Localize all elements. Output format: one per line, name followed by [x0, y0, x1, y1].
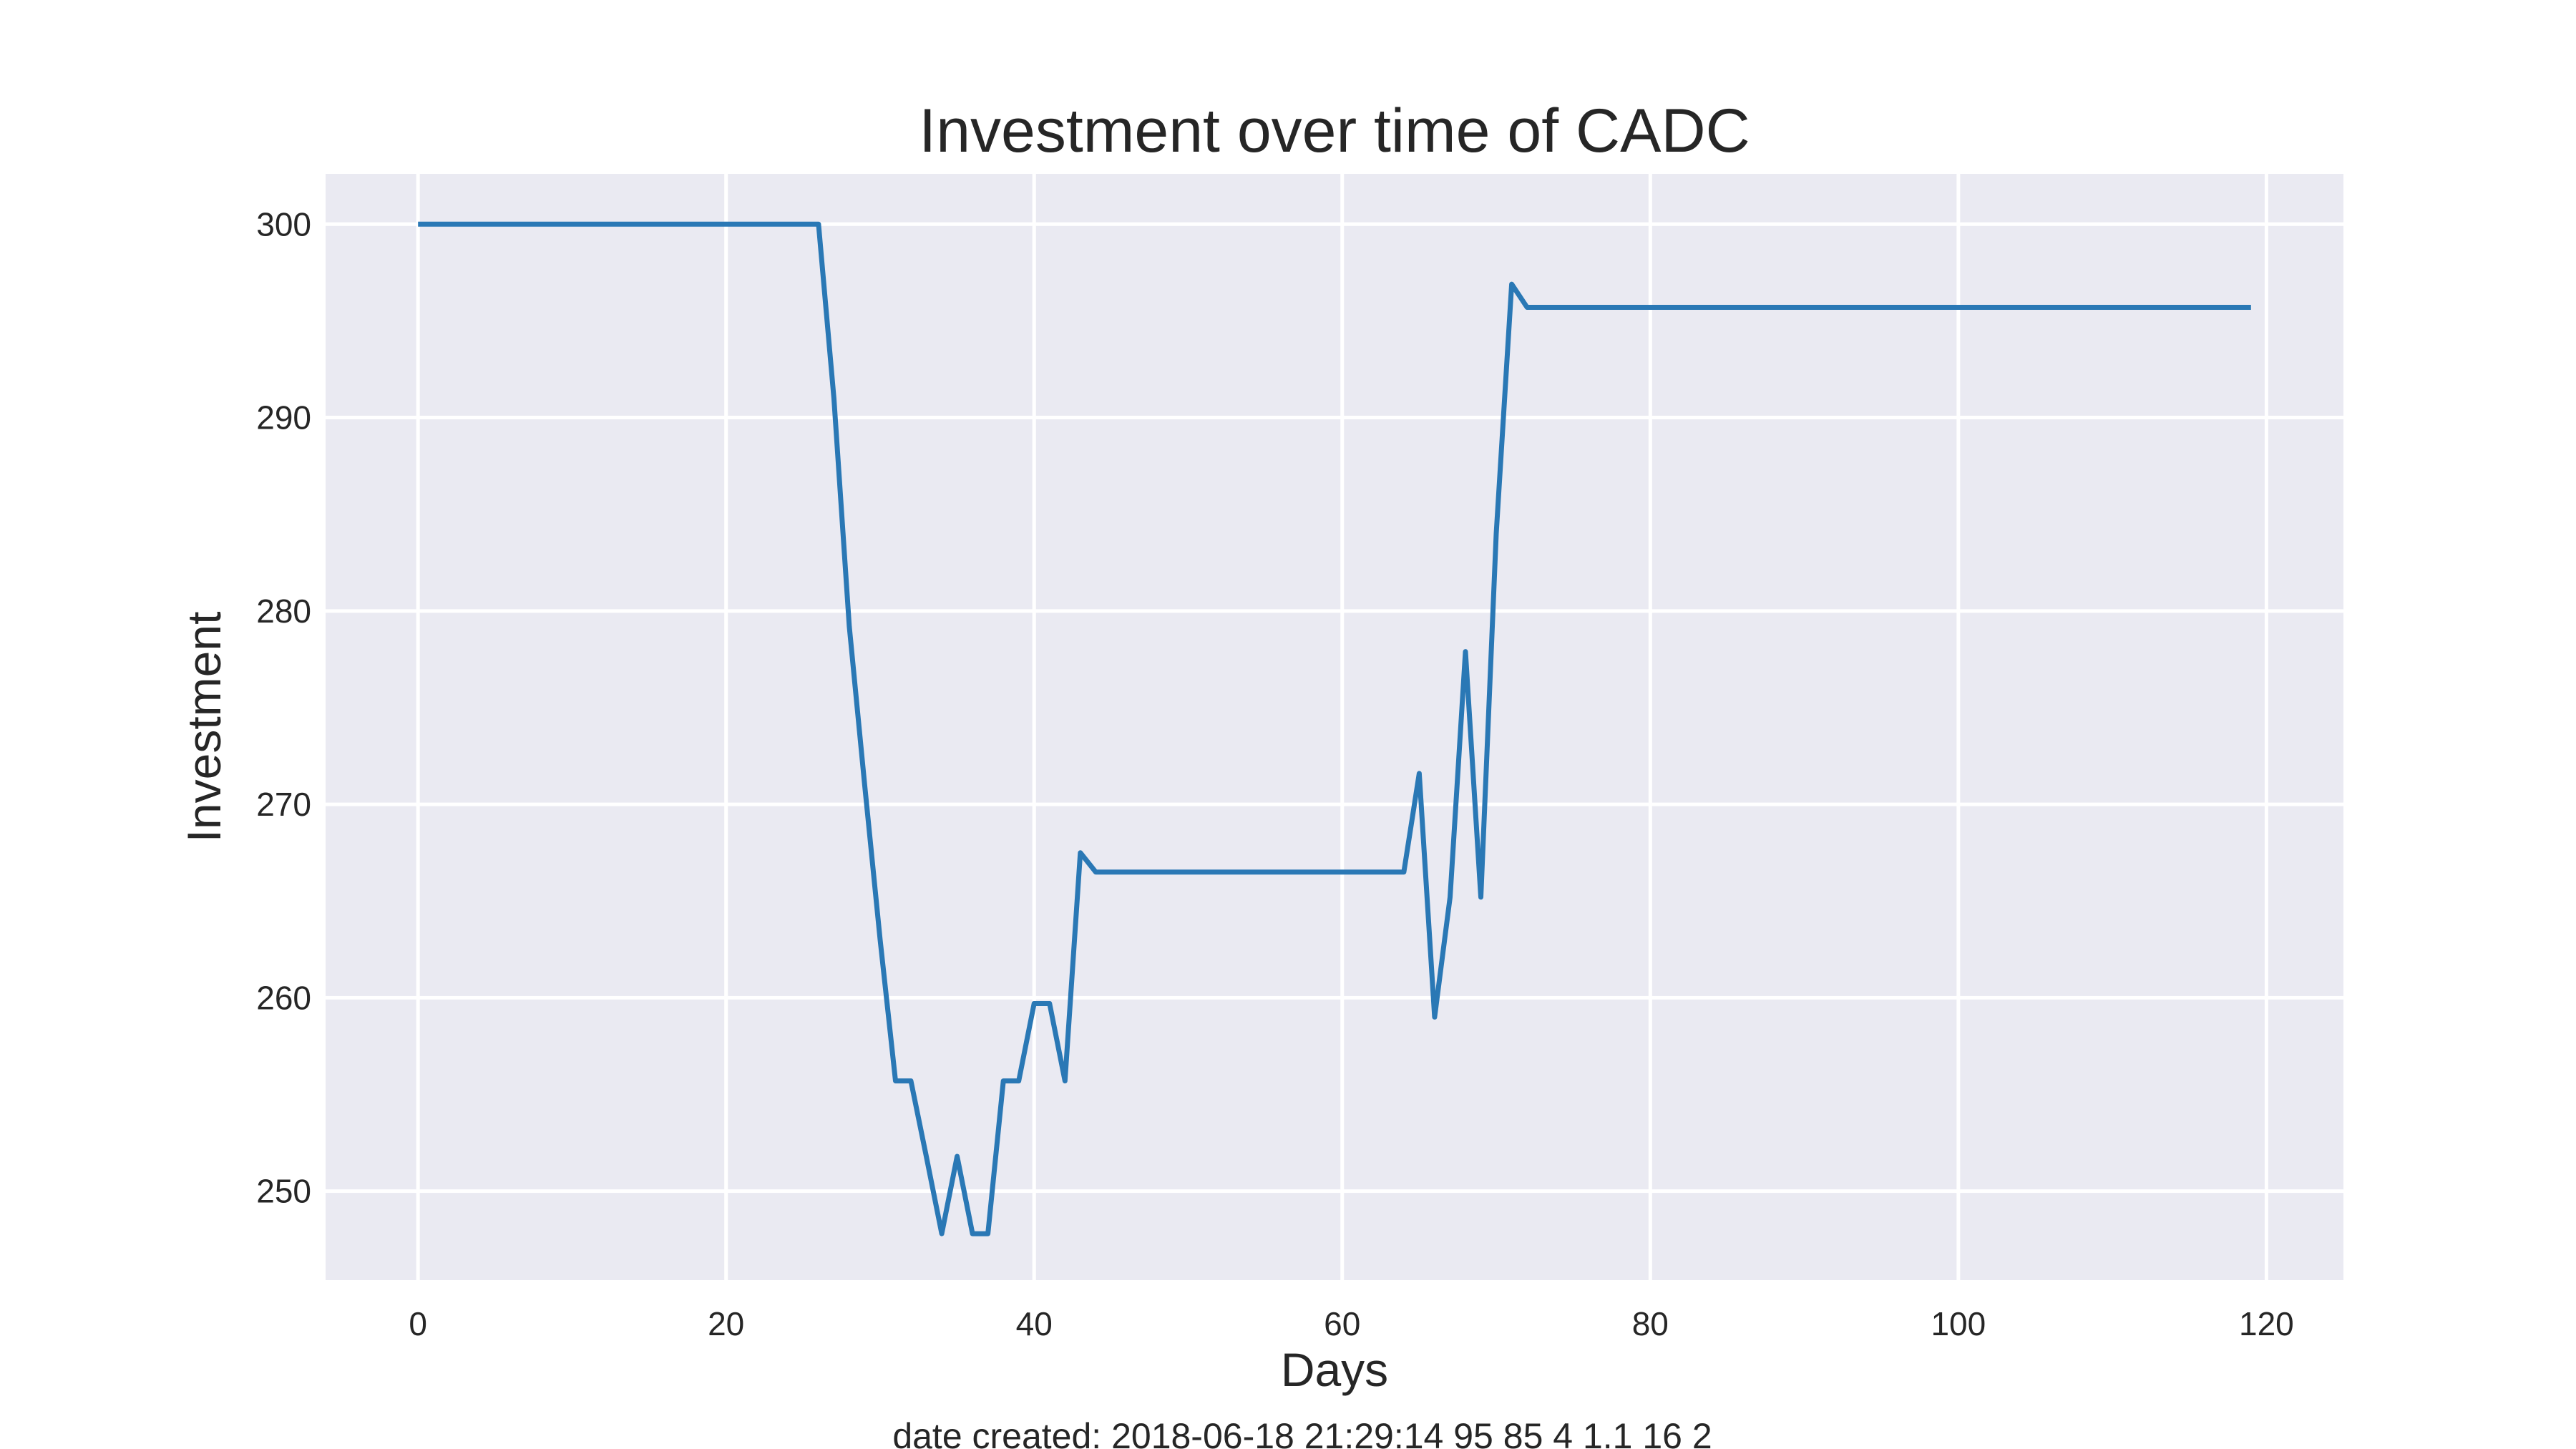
x-tick-label: 80 — [1632, 1305, 1669, 1342]
y-axis-label: Investment — [177, 612, 230, 843]
date-created-footnote: date created: 2018-06-18 21:29:14 95 85 … — [892, 1416, 1712, 1449]
y-tick-label: 250 — [256, 1173, 311, 1210]
x-tick-label: 120 — [2239, 1305, 2294, 1342]
x-tick-label: 40 — [1016, 1305, 1053, 1342]
y-tick-label: 300 — [256, 205, 311, 243]
x-tick-label: 100 — [1931, 1305, 1986, 1342]
plot-background — [326, 174, 2343, 1280]
x-tick-labels: 0 20 40 60 80 100 120 — [409, 1305, 2293, 1342]
grid-lines — [326, 174, 2343, 1280]
x-tick-label: 60 — [1324, 1305, 1360, 1342]
y-tick-label: 260 — [256, 979, 311, 1016]
y-tick-labels: 250 260 270 280 290 300 — [256, 205, 311, 1209]
chart-title: Investment over time of CADC — [919, 97, 1750, 165]
x-tick-label: 20 — [708, 1305, 744, 1342]
x-tick-label: 0 — [409, 1305, 427, 1342]
y-tick-label: 280 — [256, 592, 311, 630]
x-axis-label: Days — [1281, 1343, 1388, 1396]
y-tick-label: 270 — [256, 786, 311, 823]
series-line — [418, 221, 2251, 1236]
y-tick-label: 290 — [256, 399, 311, 436]
